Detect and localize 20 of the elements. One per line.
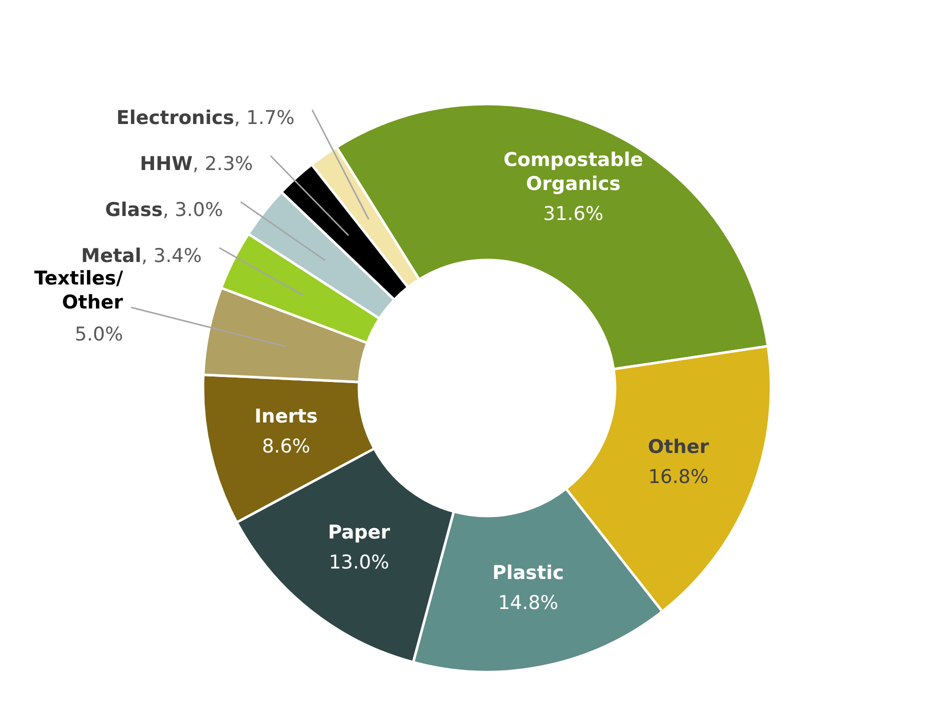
data-label: 31.6% (543, 202, 604, 225)
slice-label: Metal (81, 244, 142, 267)
slice-label: Textiles/ Other (34, 267, 124, 314)
data-label: 14.8% (498, 592, 558, 614)
data-label: , 2.3% (192, 152, 253, 175)
data-label: 5.0% (74, 323, 124, 346)
data-label: , 3.0% (162, 198, 224, 221)
slice-label: Electronics (116, 106, 234, 129)
slice-label: Other (648, 436, 710, 458)
slice-label: Glass (105, 198, 163, 221)
data-label: 16.8% (648, 466, 709, 488)
slice-label: Plastic (492, 562, 564, 584)
data-label: , 3.4% (141, 244, 202, 267)
data-label: 8.6% (262, 436, 310, 458)
slice-label: HHW (140, 152, 193, 175)
data-label: , 1.7% (234, 106, 295, 129)
slice-label: Paper (328, 521, 391, 544)
data-label: 13.0% (328, 551, 390, 574)
slice-label: Compostable Organics (503, 148, 644, 195)
slice-label: Inerts (254, 406, 318, 428)
